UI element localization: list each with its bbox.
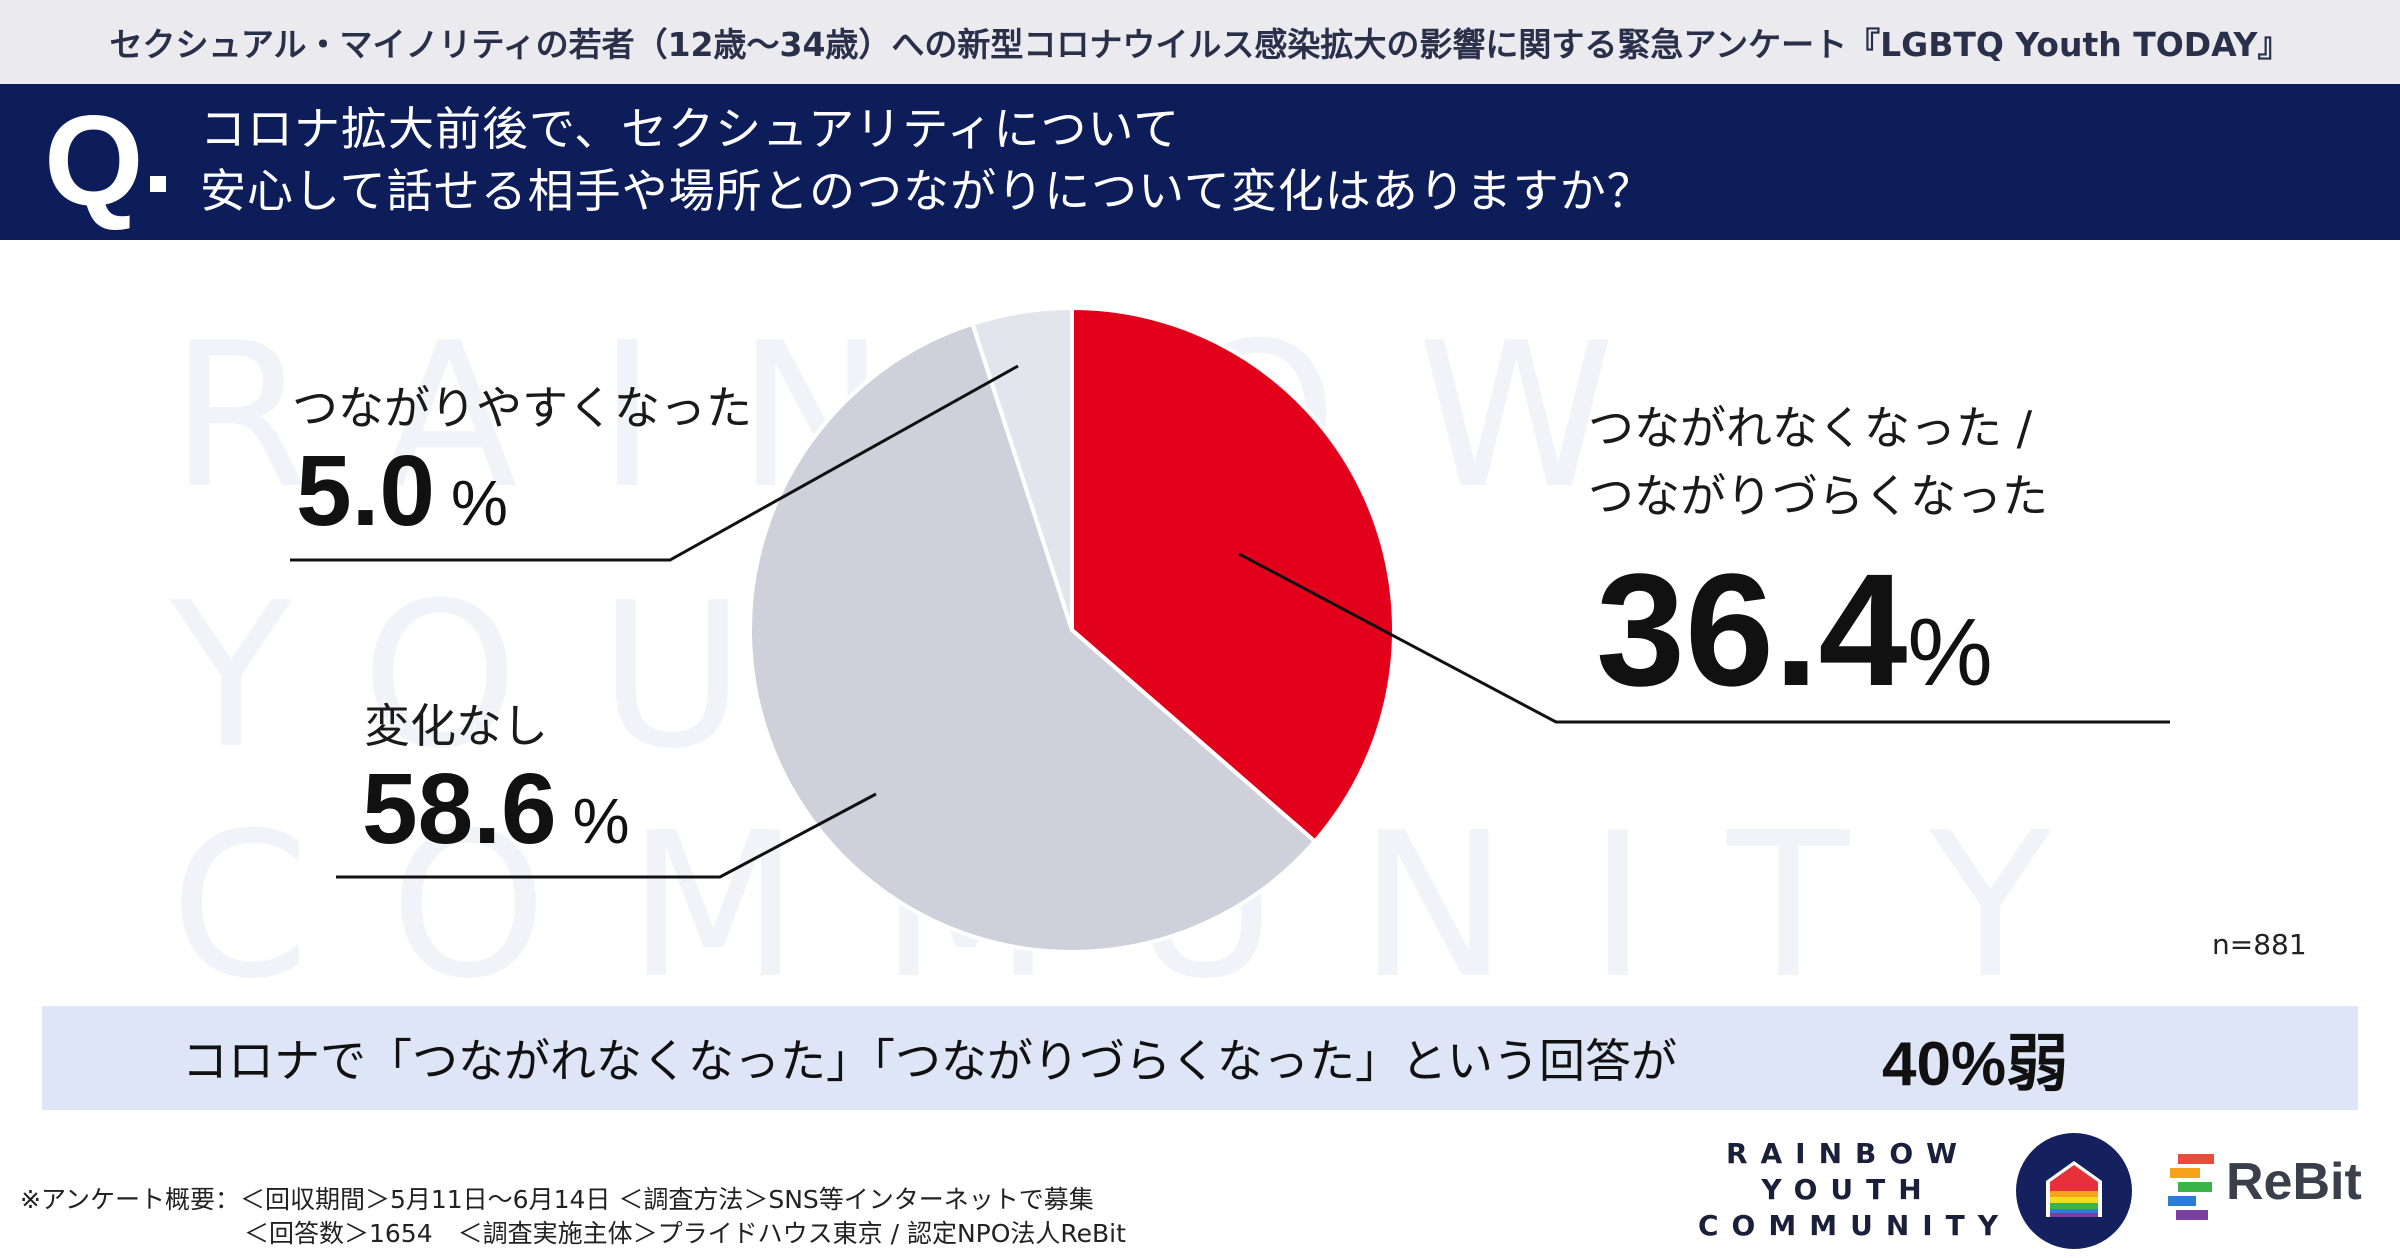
summary-banner: コロナで「つながれなくなった」「つながりづらくなった」という回答が 40%弱 bbox=[42, 1006, 2358, 1110]
pie-slice-no-change bbox=[748, 321, 1318, 954]
slice-label-no-change: 変化なし bbox=[364, 699, 548, 753]
rebit-mark-icon bbox=[2168, 1154, 2214, 1220]
summary-text: コロナで「つながれなくなった」「つながりづらくなった」という回答が bbox=[182, 1034, 1677, 1088]
rainbow-logo-line3: COMMUNITY bbox=[1698, 1209, 2012, 1242]
rainbow-logo-line2: YOUTH bbox=[1761, 1173, 1935, 1206]
slice-value-easier-number: 5.0 bbox=[296, 435, 436, 547]
rebit-logo: ReBit bbox=[2164, 1148, 2394, 1228]
leader-line-disconnected bbox=[1238, 552, 2170, 724]
slice-value-easier: 5.0% bbox=[296, 434, 508, 549]
slice-value-disconnected-unit: % bbox=[1907, 599, 1993, 706]
slice-value-no-change-unit: % bbox=[572, 785, 630, 857]
sample-size: n=881 bbox=[2212, 928, 2307, 961]
pie-slice-easier bbox=[969, 305, 1074, 631]
question-banner: Q コロナ拡大前後で、セクシュアリティについて 安心して話せる相手や場所とのつな… bbox=[0, 84, 2400, 240]
leader-line-easier bbox=[290, 364, 1019, 562]
slice-label-easier: つながりやすくなった bbox=[292, 381, 752, 435]
rainbow-youth-community-logo: RAINBOW YOUTH COMMUNITY bbox=[1698, 1136, 1998, 1244]
slice-value-easier-unit: % bbox=[451, 467, 508, 539]
question-letter: Q bbox=[44, 90, 144, 233]
summary-emphasis: 40%弱 bbox=[1882, 1030, 2069, 1099]
slice-value-no-change-number: 58.6 bbox=[362, 753, 557, 865]
question-line-2: 安心して話せる相手や場所とのつながりについて変化はありますか？ bbox=[200, 164, 1654, 218]
survey-note-line2: ＜回答数＞1654 ＜調査実施主体＞プライドハウス東京 / 認定NPO法人ReB… bbox=[244, 1219, 1126, 1248]
slice-value-disconnected-number: 36.4 bbox=[1596, 540, 1908, 719]
question-line-1: コロナ拡大前後で、セクシュアリティについて bbox=[200, 102, 1181, 156]
slice-label-disconnected-line1: つながれなくなった / bbox=[1588, 401, 2033, 455]
survey-title: セクシュアル・マイノリティの若者（12歳〜34歳）への新型コロナウイルス感染拡大… bbox=[0, 0, 2400, 84]
slice-value-disconnected: 36.4% bbox=[1596, 538, 1993, 722]
slice-value-no-change: 58.6% bbox=[362, 752, 630, 867]
slice-label-disconnected-line2: つながりづらくなった bbox=[1588, 469, 2048, 523]
pride-house-tokyo-logo bbox=[2016, 1133, 2132, 1249]
question-dot bbox=[150, 176, 166, 192]
rainbow-logo-line1: RAINBOW bbox=[1725, 1137, 1971, 1170]
question-text: コロナ拡大前後で、セクシュアリティについて 安心して話せる相手や場所とのつながり… bbox=[200, 98, 1654, 222]
survey-note-line1: ※アンケート概要：＜回収期間＞5月11日〜6月14日 ＜調査方法＞SNS等インタ… bbox=[20, 1185, 1094, 1214]
pie-slice-disconnected bbox=[1070, 305, 1396, 845]
rebit-wordmark: ReBit bbox=[2226, 1153, 2362, 1211]
leader-line-no-change bbox=[336, 792, 877, 879]
